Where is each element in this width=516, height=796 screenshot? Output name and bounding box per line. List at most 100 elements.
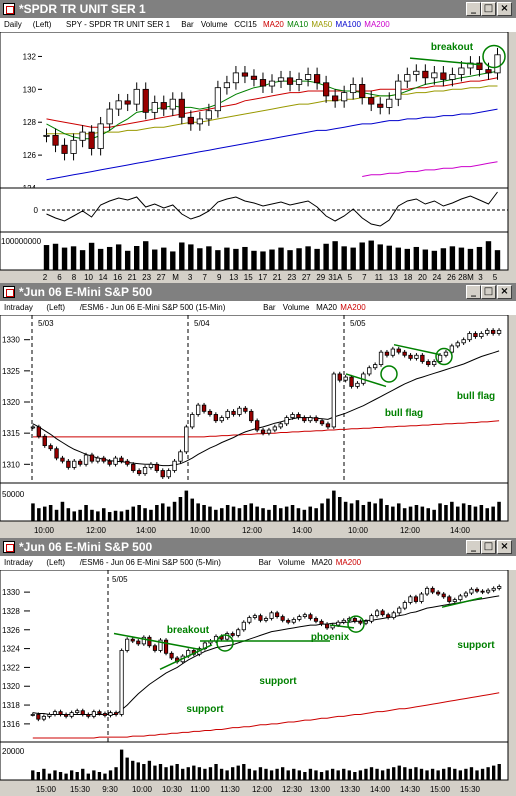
bar-body (72, 460, 77, 468)
bar-body (205, 110, 212, 120)
bar-body (319, 420, 325, 425)
window-app-icon[interactable] (3, 286, 15, 298)
volume-bar (48, 505, 53, 521)
volume-bar (396, 503, 401, 521)
chart-canvas[interactable]: 1330 1328 1326 1324 1322 1320 1318 1316 5/05 brea… (0, 570, 516, 796)
price-panel[interactable] (0, 315, 509, 484)
bar-body (136, 640, 141, 645)
bar-body (119, 650, 124, 715)
price-tick-label: 1320 (2, 682, 20, 691)
volume-bar (172, 501, 177, 521)
volume-bar (497, 764, 501, 780)
x-tick-label: 14:30 (400, 785, 421, 794)
bull-flag-line (345, 373, 387, 388)
session-date-label: 5/05 (350, 319, 366, 328)
close-button[interactable]: × (497, 540, 512, 554)
bar-body (249, 410, 254, 422)
bar-body (431, 72, 438, 79)
maximize-button[interactable]: □ (481, 285, 496, 299)
x-tick-label: 28M (458, 273, 474, 282)
volume-bars (43, 240, 501, 270)
bar-body (485, 329, 490, 334)
minimize-button[interactable]: _ (466, 285, 481, 299)
x-tick-label: 21 (273, 273, 282, 282)
15min-chart-window[interactable]: *Jun 06 E-Mini S&P 500 _ □ × Intraday (Left) /… (0, 283, 516, 538)
volume-bar (444, 505, 448, 521)
x-tick-label: 3 (478, 273, 483, 282)
bar-body (372, 364, 378, 369)
bar-body (258, 615, 263, 621)
volume-bar (43, 245, 50, 270)
info-item: MA50 (311, 20, 333, 29)
bar-body (64, 714, 69, 717)
5min-chart-window[interactable]: *Jun 06 E-Mini S&P 500 _ □ × Intraday (Left) /… (0, 538, 516, 796)
price-bars (30, 328, 502, 479)
volume-bar (66, 508, 71, 521)
bar-body (75, 710, 80, 713)
volume-bar (402, 508, 407, 521)
bar-body (295, 79, 303, 85)
bar-body (268, 80, 276, 87)
bar-body (430, 587, 435, 593)
title-bar[interactable]: *Jun 06 E-Mini S&P 500 _ □ × (0, 538, 516, 556)
bar-body (319, 620, 324, 625)
bar-body (254, 420, 260, 431)
volume-bar (325, 770, 329, 780)
volume-bar (336, 770, 340, 780)
title-bar[interactable]: *Jun 06 E-Mini S&P 500 _ □ × (0, 283, 516, 301)
window-app-icon[interactable] (3, 3, 15, 15)
minimize-button[interactable]: _ (466, 540, 481, 554)
volume-bar (308, 768, 313, 780)
price-tick-label: 126 (23, 151, 37, 160)
minimize-button[interactable]: _ (466, 2, 481, 16)
info-item: Daily (4, 20, 22, 29)
session-date-label: 5/03 (38, 319, 54, 328)
window-title: *Jun 06 E-Mini S&P 500 (19, 285, 153, 299)
maximize-button[interactable]: □ (481, 540, 496, 554)
x-tick-label: 14 (99, 273, 108, 282)
volume-panel[interactable] (0, 482, 509, 522)
price-panel[interactable] (0, 32, 509, 189)
bar-body (358, 620, 363, 624)
bar-body (201, 404, 207, 412)
x-tick-label: 14:00 (450, 526, 471, 535)
x-tick-label: 11:00 (190, 785, 210, 794)
close-button[interactable]: × (497, 2, 512, 16)
price-tick-label: 1330 (2, 588, 20, 597)
bar-body (108, 712, 113, 716)
price-bars (30, 584, 502, 722)
price-panel[interactable] (0, 570, 509, 743)
chart-canvas[interactable]: 132130128126124breakout01000000002681014… (0, 32, 516, 283)
volume-bar (379, 498, 383, 521)
volume-bar (197, 248, 203, 270)
volume-bar (369, 767, 374, 780)
volume-bar (395, 247, 401, 270)
chart-canvas[interactable]: 1330 1325 1320 1315 1310 5/03 5/04 5/05 bull fla… (0, 315, 516, 538)
bar-body (474, 588, 480, 592)
bar-body (113, 457, 118, 465)
close-button[interactable]: × (497, 285, 512, 299)
volume-bar (264, 768, 268, 780)
volume-bar (147, 760, 152, 780)
x-tick-label: 7 (202, 273, 207, 282)
bar-body (231, 410, 236, 415)
volume-bar (75, 772, 79, 780)
maximize-button[interactable]: □ (481, 2, 496, 16)
x-tick-label: 15:30 (460, 785, 481, 794)
bar-body (291, 619, 296, 623)
bar-body (374, 610, 380, 617)
volume-bar (192, 765, 196, 780)
price-tick-label: 1318 (2, 701, 20, 710)
title-bar[interactable]: *SPDR TR UNIT SER 1 _ □ × (0, 0, 516, 18)
volume-bar (92, 770, 96, 780)
bar-body (308, 417, 313, 422)
window-app-icon[interactable] (3, 541, 15, 553)
bar-body (431, 361, 437, 366)
x-tick-label: 13:30 (340, 785, 361, 794)
daily-chart-window[interactable]: *SPDR TR UNIT SER 1 _ □ × Daily (Left) SPY - S… (0, 0, 516, 283)
bar-body (142, 88, 149, 113)
volume-bar (243, 505, 248, 521)
bar-body (136, 470, 142, 475)
bar-body (114, 712, 119, 715)
bar-body (343, 376, 348, 381)
